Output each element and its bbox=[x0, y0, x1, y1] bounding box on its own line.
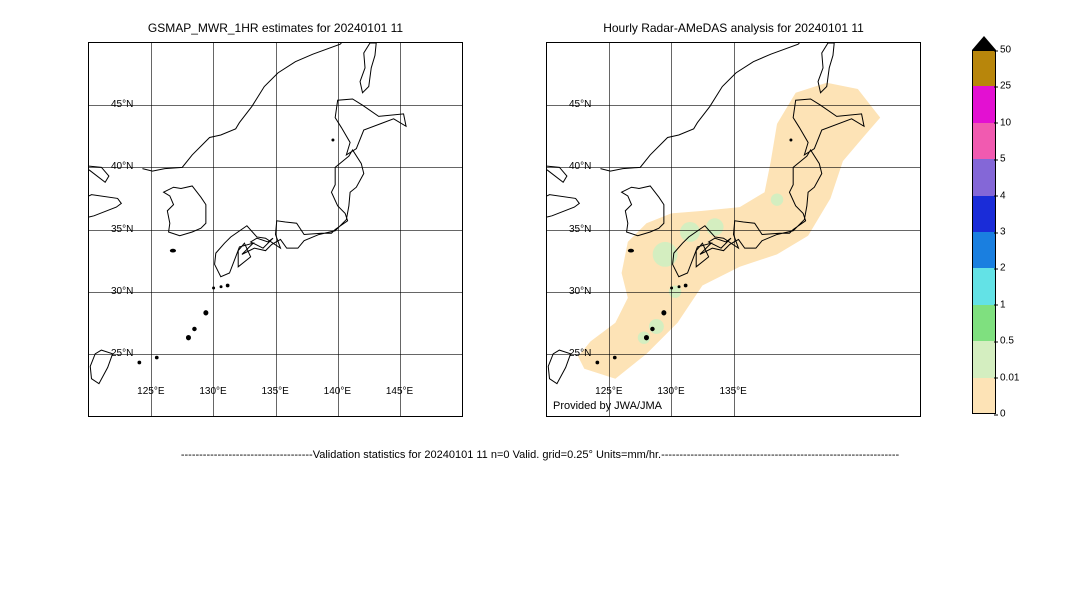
y-tick-label: 30°N bbox=[569, 286, 591, 297]
y-tick-label: 45°N bbox=[111, 99, 133, 110]
colorbar-segment bbox=[972, 86, 996, 122]
colorbar-tick-label: 0.5 bbox=[1000, 336, 1014, 347]
footer-dash-right: ----------------------------------------… bbox=[661, 449, 899, 461]
figure-container: { "figure": { "width": 1080, "height": 6… bbox=[0, 0, 1080, 612]
colorbar: 502510543210.50.010 bbox=[972, 36, 996, 414]
colorbar-tick-label: 25 bbox=[1000, 81, 1011, 92]
y-tick-label: 35°N bbox=[569, 224, 591, 235]
colorbar-tick-label: 3 bbox=[1000, 227, 1006, 238]
colorbar-tick-label: 0.01 bbox=[1000, 372, 1019, 383]
colorbar-tick-label: 50 bbox=[1000, 45, 1011, 56]
colorbar-segment bbox=[972, 159, 996, 195]
colorbar-tick-label: 4 bbox=[1000, 190, 1006, 201]
y-tick-label: 40°N bbox=[111, 161, 133, 172]
colorbar-segment bbox=[972, 50, 996, 86]
left-map-panel: GSMAP_MWR_1HR estimates for 20240101 11 … bbox=[88, 42, 463, 417]
colorbar-segment bbox=[972, 341, 996, 377]
colorbar-tick-label: 1 bbox=[1000, 299, 1006, 310]
x-tick-label: 135°E bbox=[720, 386, 747, 397]
x-tick-label: 140°E bbox=[324, 386, 351, 397]
y-tick-label: 45°N bbox=[569, 99, 591, 110]
y-tick-label: 40°N bbox=[569, 161, 591, 172]
x-tick-label: 130°E bbox=[199, 386, 226, 397]
y-tick-label: 30°N bbox=[111, 286, 133, 297]
y-tick-label: 25°N bbox=[111, 348, 133, 359]
colorbar-segment bbox=[972, 305, 996, 341]
x-tick-label: 135°E bbox=[262, 386, 289, 397]
colorbar-segment bbox=[972, 268, 996, 304]
y-tick-label: 25°N bbox=[569, 348, 591, 359]
x-tick-label: 130°E bbox=[657, 386, 684, 397]
colorbar-segment bbox=[972, 232, 996, 268]
right-map-panel: Hourly Radar-AMeDAS analysis for 2024010… bbox=[546, 42, 921, 417]
right-panel-title: Hourly Radar-AMeDAS analysis for 2024010… bbox=[547, 21, 920, 35]
colorbar-tick-label: 0 bbox=[1000, 409, 1006, 420]
provided-by-label: Provided by JWA/JMA bbox=[553, 400, 662, 412]
colorbar-tick-label: 5 bbox=[1000, 154, 1006, 165]
x-tick-label: 125°E bbox=[595, 386, 622, 397]
colorbar-segment bbox=[972, 196, 996, 232]
colorbar-segment bbox=[972, 378, 996, 414]
colorbar-tick-label: 10 bbox=[1000, 117, 1011, 128]
colorbar-segment bbox=[972, 123, 996, 159]
x-tick-label: 125°E bbox=[137, 386, 164, 397]
footer-dash-left: ------------------------------------ bbox=[181, 449, 313, 461]
footer-text: Validation statistics for 20240101 11 n=… bbox=[313, 449, 661, 461]
colorbar-tick-label: 2 bbox=[1000, 263, 1006, 274]
left-panel-title: GSMAP_MWR_1HR estimates for 20240101 11 bbox=[89, 21, 462, 35]
y-tick-label: 35°N bbox=[111, 224, 133, 235]
validation-footer: ------------------------------------Vali… bbox=[0, 449, 1080, 461]
x-tick-label: 145°E bbox=[386, 386, 413, 397]
